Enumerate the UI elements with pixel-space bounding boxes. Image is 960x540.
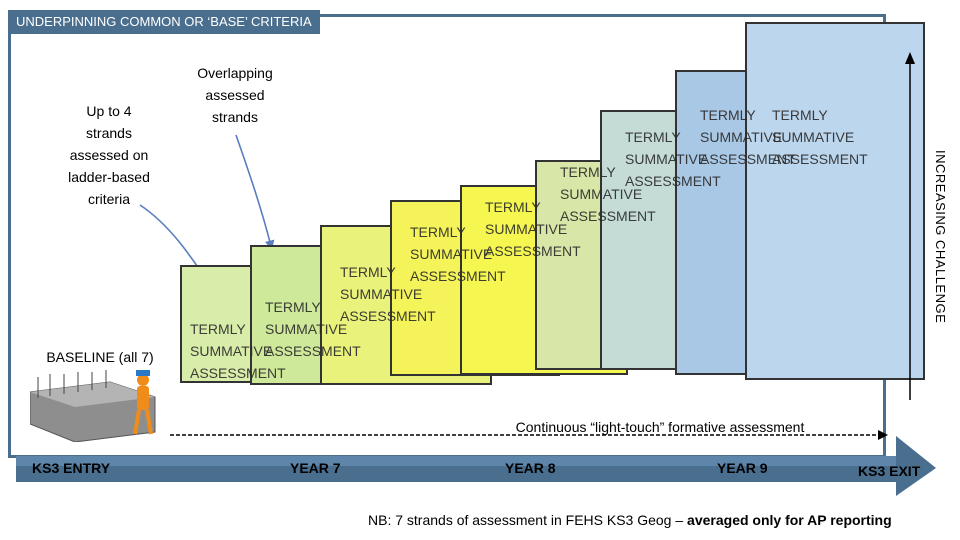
footer-note: NB: 7 strands of assessment in FEHS KS3 … [368,512,892,528]
challenge-arrow-icon [905,52,915,400]
footer-note-prefix: NB: 7 strands of assessment in FEHS KS3 … [368,512,684,528]
timeline-ks3-entry: KS3 ENTRY [32,460,111,476]
panel-text-line: SUMMATIVE [625,151,708,167]
panel-text-line: SUMMATIVE [772,129,855,145]
panel-text-line: ASSESSMENT [625,173,721,189]
ladder-criteria-note-line: criteria [87,191,130,207]
ladder-criteria-note-line: ladder-based [68,169,150,185]
panel-text-line: ASSESSMENT [265,343,361,359]
ladder-criteria-note-line: strands [86,125,132,141]
termly-summative-assessment-label: TERMLY SUMMATIVE ASSESSMENT [265,296,361,362]
panel-text-line: ASSESSMENT [700,151,796,167]
ladder-criteria-note: Up to 4 strands assessed on ladder-based… [54,100,164,210]
panel-text-line: TERMLY [340,264,396,280]
panel-text-line: TERMLY [485,199,541,215]
panel-text-line: TERMLY [410,224,466,240]
formative-label: Continuous “light-touch” formative asses… [515,419,805,435]
termly-summative-assessment-label: TERMLY SUMMATIVE ASSESSMENT [772,104,868,170]
termly-summative-assessment-label: TERMLY SUMMATIVE ASSESSMENT [560,161,656,227]
panel-text-line: SUMMATIVE [485,221,568,237]
baseline-label: BASELINE (all 7) [46,349,154,365]
panel-text-line: SUMMATIVE [700,129,783,145]
panel-text-line: SUMMATIVE [265,321,348,337]
overlapping-strands-note-line: Overlapping [197,65,273,81]
timeline-year-9: YEAR 9 [717,460,768,476]
overlapping-strands-note: Overlapping assessed strands [180,62,290,128]
panel-text-line: SUMMATIVE [340,286,423,302]
panel-text-line: ASSESSMENT [560,208,656,224]
panel-text-line: TERMLY [625,129,681,145]
panel-text-line: ASSESSMENT [772,151,868,167]
builder-figure-icon [30,370,156,442]
termly-summative-assessment-label: TERMLY SUMMATIVE ASSESSMENT [485,196,581,262]
panel-text-line: ASSESSMENT [410,268,506,284]
timeline-ks3-exit: KS3 EXIT [858,463,921,479]
panel-text-line: TERMLY [560,164,616,180]
footer-note-emphasis: averaged only for AP reporting [687,512,892,528]
termly-summative-assessment-label: TERMLY SUMMATIVE ASSESSMENT [700,104,796,170]
overlap-note-arrow [235,134,275,251]
panel-text-line: SUMMATIVE [190,343,273,359]
termly-summative-assessment-label: TERMLY SUMMATIVE ASSESSMENT [340,261,436,327]
panel-text-line: SUMMATIVE [560,186,643,202]
ladder-criteria-note-line: Up to 4 [86,103,132,119]
panel-text-line: TERMLY [190,321,246,337]
panel-text-line: SUMMATIVE [410,246,493,262]
panel-text-line: ASSESSMENT [190,365,286,381]
termly-summative-assessment-label: TERMLY SUMMATIVE ASSESSMENT [625,126,721,192]
panel-text-line: ASSESSMENT [340,308,436,324]
header-title: UNDERPINNING COMMON OR ‘BASE’ CRITERIA [8,10,320,34]
panel-text-line: TERMLY [265,299,321,315]
strand-panel [745,22,925,380]
termly-summative-assessment-label: TERMLY SUMMATIVE ASSESSMENT [190,318,286,384]
panel-text-line: TERMLY [772,107,828,123]
timeline-year-7: YEAR 7 [290,460,341,476]
challenge-axis-label: INCREASING CHALLENGE [933,150,948,324]
panel-text-line: ASSESSMENT [485,243,581,259]
termly-summative-assessment-label: TERMLY SUMMATIVE ASSESSMENT [410,221,506,287]
timeline-arrow [16,436,936,496]
formative-dashed-line [170,430,888,440]
overlapping-strands-note-line: strands [212,109,258,125]
panel-text-line: TERMLY [700,107,756,123]
ladder-criteria-note-line: assessed on [69,147,149,163]
timeline-year-8: YEAR 8 [505,460,556,476]
overlapping-strands-note-line: assessed [205,87,265,103]
